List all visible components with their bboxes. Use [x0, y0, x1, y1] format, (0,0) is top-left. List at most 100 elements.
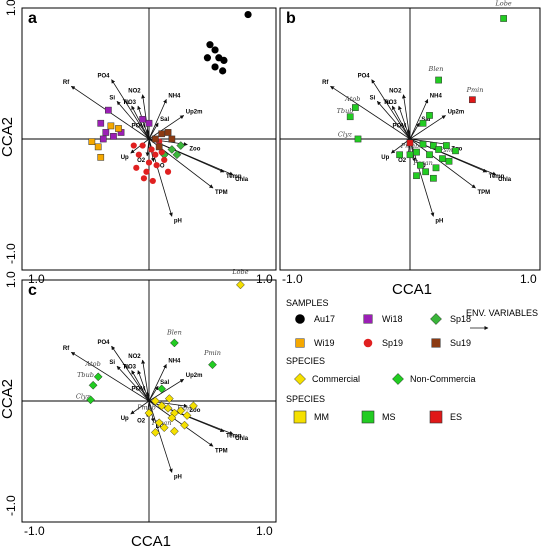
legend-item-label: Su19: [450, 338, 471, 348]
data-point: [115, 125, 122, 132]
series-es: [406, 96, 476, 147]
species-label: Tbub: [337, 107, 354, 115]
data-point: [86, 395, 95, 405]
y-tick-label: -1.0: [4, 243, 18, 264]
legend-marker: [363, 314, 373, 324]
env-vector-rf: [70, 351, 150, 402]
legend-heading: SAMPLES: [286, 298, 329, 308]
series-commercial: [144, 280, 245, 437]
env-vector-pom: [406, 129, 411, 140]
species-label: Atob: [344, 95, 360, 103]
legend-marker: [361, 410, 375, 424]
panel-letter: c: [28, 282, 37, 299]
data-point: [419, 119, 427, 127]
data-point: [150, 396, 160, 406]
data-point: [435, 146, 442, 153]
env-vector-label: O2: [137, 158, 146, 164]
series-ms: [346, 15, 507, 182]
legend-marker: [293, 410, 307, 424]
series-wi18: [97, 106, 153, 143]
legend-item-label: MM: [314, 412, 329, 422]
data-point: [469, 96, 476, 104]
env-vector-label: pH: [174, 474, 182, 480]
legend-heading: SPECIES: [286, 394, 325, 404]
data-point: [167, 413, 177, 423]
data-point: [176, 141, 186, 150]
data-point: [164, 394, 174, 403]
data-point: [430, 142, 437, 149]
data-point: [133, 164, 140, 171]
data-point: [97, 119, 105, 127]
env-vector-label: Si: [109, 95, 115, 101]
legend-item-label: MS: [382, 412, 396, 422]
env-vector-label: PO4: [97, 340, 110, 346]
legend-marker: [429, 410, 443, 424]
data-point: [99, 135, 107, 143]
data-point: [88, 380, 98, 390]
data-point: [140, 175, 148, 182]
env-vector-po4: [371, 79, 411, 140]
env-vector-sal: [148, 122, 159, 140]
env-vector-label: POM: [131, 124, 145, 130]
species-label: Blen: [428, 65, 444, 73]
data-point: [139, 116, 147, 123]
legend-marker: [363, 338, 373, 348]
data-point: [148, 146, 155, 153]
env-vector-label: NH4: [168, 358, 181, 364]
data-point: [445, 157, 453, 165]
species-label: Pmin: [466, 86, 484, 94]
species-label: Clyz: [338, 130, 353, 138]
data-point: [208, 360, 217, 370]
data-point: [93, 372, 103, 382]
data-point: [152, 135, 159, 143]
data-point: [172, 150, 182, 160]
data-point: [102, 129, 110, 136]
env-vector-label: Si: [370, 95, 376, 101]
legend-item-label: Sp19: [382, 338, 403, 348]
species-label: Atob: [84, 360, 100, 368]
env-vector-label: Chla: [235, 436, 249, 442]
species-label: Pmin: [203, 349, 221, 357]
panel-c: c-1.0 1.01.0-1.0CCA1CCA2RfPO4SiTuNO3NO2NH…: [0, 268, 277, 550]
species-label: Tbub: [77, 371, 94, 379]
species-label: Lobe: [494, 0, 511, 7]
env-vector-label: Up: [121, 416, 129, 422]
env-vector-po4: [111, 79, 150, 140]
data-point: [244, 10, 252, 19]
panel-letter: b: [286, 10, 296, 27]
legend-heading: SPECIES: [286, 356, 325, 366]
data-point: [206, 41, 214, 49]
data-point: [159, 423, 169, 433]
data-point: [158, 130, 166, 138]
data-point: [170, 338, 179, 348]
env-vector-label: POM: [392, 124, 406, 130]
env-vector-label: pH: [174, 218, 182, 224]
data-point: [163, 403, 173, 413]
data-point: [130, 142, 137, 149]
env-vector-label: POM: [131, 386, 145, 392]
env-vector-label: PO4: [97, 74, 110, 80]
x-tick-label: 1.0: [520, 272, 537, 286]
legend-item-label: Commercial: [312, 374, 360, 384]
data-point: [143, 168, 150, 175]
env-vector-label: DO: [156, 424, 165, 430]
data-point: [157, 401, 167, 411]
x-axis-label: CCA1: [131, 533, 171, 550]
data-point: [155, 143, 163, 151]
data-point: [500, 15, 507, 22]
legend-marker: [294, 373, 306, 385]
env-vector-label: Zoo: [189, 408, 200, 414]
species-label: Lobe: [231, 268, 248, 276]
data-point: [182, 411, 192, 420]
series-sp18: [159, 141, 186, 160]
data-point: [211, 63, 219, 71]
data-point: [170, 426, 179, 436]
data-point: [432, 164, 440, 172]
env-vector-tpm: [148, 400, 214, 447]
species-label: Fsmel: [438, 146, 459, 154]
data-point: [406, 151, 414, 159]
legend-marker: [430, 313, 442, 325]
env-vector-sal: [409, 122, 420, 140]
env-vector-no3: [398, 105, 411, 140]
env-vector-label: Temp: [226, 174, 242, 180]
